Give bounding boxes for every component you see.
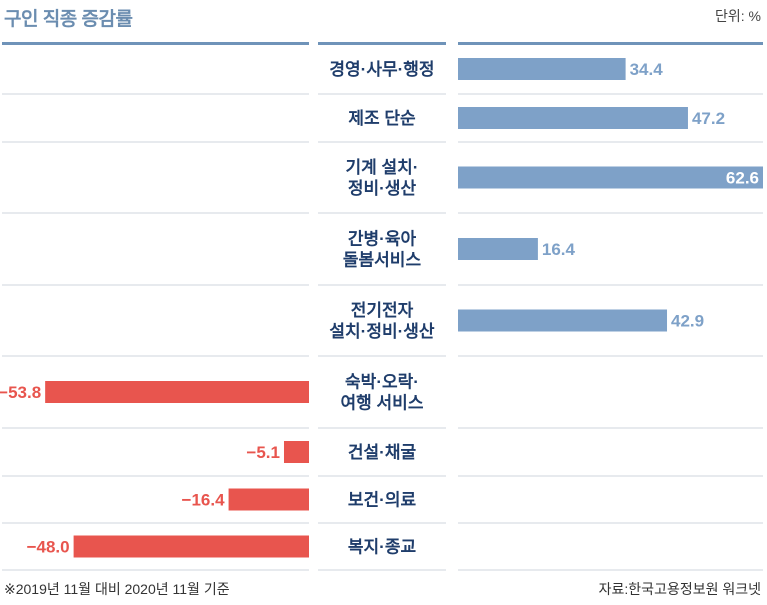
category-label: 여행 서비스 (341, 394, 424, 413)
bar-positive (458, 58, 626, 80)
category-label: 기계 설치· (346, 158, 419, 177)
data-label: −53.8 (0, 383, 41, 402)
category-label: 정비·생산 (348, 179, 417, 198)
data-label: −5.1 (246, 443, 280, 462)
data-label: 34.4 (630, 60, 664, 79)
footnote: ※2019년 11월 대비 2020년 11월 기준 (4, 581, 230, 597)
bar-positive (458, 238, 538, 260)
category-label: 간병·육아 (348, 230, 417, 249)
bar-negative (283, 441, 309, 463)
category-label: 제조 단순 (348, 109, 416, 128)
top-rule (318, 42, 446, 45)
category-label: 건설·채굴 (348, 443, 417, 462)
category-label: 보건·의료 (348, 491, 417, 510)
chart-title: 구인 직종 증감률 (4, 9, 133, 30)
data-label: 42.9 (671, 312, 704, 331)
bar-negative (73, 535, 309, 558)
category-label: 경영·사무·행정 (329, 60, 434, 79)
data-label: −48.0 (27, 538, 70, 557)
category-label: 돌봄서비스 (343, 251, 422, 270)
category-label: 전기전자 (351, 301, 414, 320)
category-label: 설치·정비·생산 (329, 322, 435, 341)
bar-negative (45, 381, 309, 403)
top-rule (2, 42, 309, 45)
data-label: 16.4 (542, 240, 576, 259)
data-label: −16.4 (182, 491, 226, 510)
bar-negative (228, 488, 309, 511)
unit-label: 단위: % (715, 8, 761, 24)
top-rule (458, 42, 763, 45)
source-note: 자료:한국고용정보원 워크넷 (598, 581, 761, 597)
data-label: 62.6 (726, 169, 759, 188)
bar-positive (458, 107, 688, 129)
bar-positive (458, 309, 668, 332)
data-label: 47.2 (692, 109, 725, 128)
category-label: 숙박·오락· (345, 373, 419, 392)
bar-positive (458, 166, 763, 189)
category-label: 복지·종교 (348, 538, 417, 557)
